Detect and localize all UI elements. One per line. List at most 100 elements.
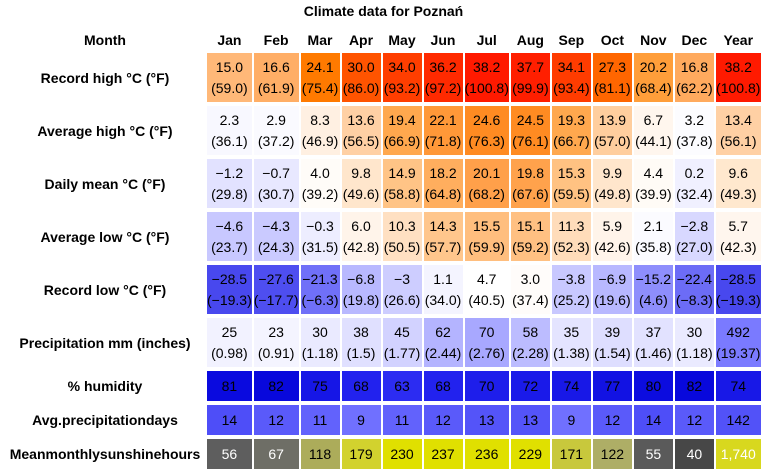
cell-value: 37.7 xyxy=(516,58,544,75)
cell-value-fahrenheit-or-inches: (1.18) xyxy=(676,344,713,361)
cell-value-fahrenheit-or-inches: (26.6) xyxy=(383,291,421,308)
cell-value-fahrenheit-or-inches: (25.2) xyxy=(553,291,590,308)
cell-value-fahrenheit-or-inches: (−19.3) xyxy=(715,291,761,308)
cell-value: 11.3 xyxy=(558,217,585,234)
cell-humidity-jun: 68 xyxy=(423,371,463,401)
cell-value: 3.2 xyxy=(684,111,705,128)
cell-average-low-mar: −0.3 (31.5) xyxy=(300,212,340,261)
cell-sunshine-hours-may: 230 xyxy=(382,439,422,469)
month-col-may: May xyxy=(388,32,416,48)
cell-record-low-sep: −3.8 (25.2) xyxy=(551,265,591,314)
cell-value-fahrenheit-or-inches: (42.3) xyxy=(719,238,757,255)
cell-value: 67 xyxy=(268,445,284,462)
cell-daily-mean-apr: 9.8 (49.6) xyxy=(341,159,381,208)
cell-value: 11 xyxy=(312,411,328,428)
cell-value: 13 xyxy=(522,411,539,428)
cell-average-high-jul: 24.6 (76.3) xyxy=(464,106,509,155)
cell-record-low-nov: −15.2 (4.6) xyxy=(633,265,673,314)
cell-daily-mean-mar: 4.0 (39.2) xyxy=(300,159,340,208)
cell-value: 9 xyxy=(357,411,365,428)
cell-value: −6.8 xyxy=(347,270,375,287)
cell-value-fahrenheit-or-inches: (75.4) xyxy=(301,79,339,96)
cell-value-fahrenheit-or-inches: (19.37) xyxy=(716,344,761,361)
cell-value-fahrenheit-or-inches: (59.5) xyxy=(553,185,590,202)
cell-value-fahrenheit-or-inches: (59.9) xyxy=(468,238,505,255)
cell-value-fahrenheit-or-inches: (1.54) xyxy=(594,344,631,361)
cell-value-fahrenheit-or-inches: (46.9) xyxy=(301,132,339,149)
cell-value: 25 xyxy=(221,323,238,340)
cell-value-fahrenheit-or-inches: (1.18) xyxy=(301,344,339,361)
cell-value: 30 xyxy=(312,323,328,340)
cell-humidity-dec: 82 xyxy=(674,371,714,401)
cell-value: 22.1 xyxy=(429,111,457,128)
cell-value-fahrenheit-or-inches: (100.8) xyxy=(716,79,761,96)
cell-value: 16.8 xyxy=(680,58,708,75)
cell-record-low-jul: 4.7 (40.5) xyxy=(464,265,509,314)
cell-sunshine-hours-dec: 40 xyxy=(674,439,714,469)
cell-average-high-nov: 6.7 (44.1) xyxy=(633,106,673,155)
cell-average-low-feb: −4.3 (24.3) xyxy=(253,212,299,261)
cell-value: 6.0 xyxy=(351,217,371,234)
row-label: % humidity xyxy=(67,378,143,394)
cell-value: 74 xyxy=(563,377,580,394)
cell-precipitation-apr: 38 (1.5) xyxy=(341,318,381,367)
cell-average-high-mar: 8.3 (46.9) xyxy=(300,106,340,155)
cell-sunshine-hours-apr: 179 xyxy=(341,439,381,469)
cell-average-high-jun: 22.1 (71.8) xyxy=(423,106,463,155)
cell-value: 179 xyxy=(349,445,373,462)
cell-value: −27.6 xyxy=(258,270,294,287)
cell-value: 38.2 xyxy=(473,58,501,75)
cell-value-fahrenheit-or-inches: (62.2) xyxy=(676,79,713,96)
cell-value: −28.5 xyxy=(211,270,248,287)
cell-value: 9.6 xyxy=(728,164,748,181)
cell-record-low-aug: 3.0 (37.4) xyxy=(510,265,550,314)
row-daily-mean: Daily mean °C (°F) −1.2 (29.8) −0.7 (30.7) 4.… xyxy=(5,159,761,208)
cell-value-fahrenheit-or-inches: (59.2) xyxy=(512,238,549,255)
cell-value: 45 xyxy=(394,323,410,340)
month-col-dec: Dec xyxy=(681,32,708,48)
cell-record-low-apr: −6.8 (19.8) xyxy=(341,265,381,314)
cell-value-fahrenheit-or-inches: (100.8) xyxy=(464,79,509,96)
cell-value: 13 xyxy=(478,411,495,428)
cell-value: 72 xyxy=(522,377,539,394)
cell-record-high-aug: 37.7 (99.9) xyxy=(510,53,550,102)
cell-record-low-oct: −6.9 (19.6) xyxy=(592,265,632,314)
cell-precip-days-jan: 14 xyxy=(207,405,252,435)
cell-average-low-dec: −2.8 (27.0) xyxy=(674,212,714,261)
cell-value: 1,740 xyxy=(720,445,756,462)
cell-precip-days-jun: 12 xyxy=(423,405,463,435)
cell-value-fahrenheit-or-inches: (2.76) xyxy=(468,344,505,361)
cell-value: 68 xyxy=(435,377,451,394)
cell-daily-mean-jan: −1.2 (29.8) xyxy=(207,159,252,208)
cell-value-fahrenheit-or-inches: (99.9) xyxy=(512,79,549,96)
cell-precip-days-year: 142 xyxy=(715,405,761,435)
cell-value: 14.3 xyxy=(429,217,457,234)
cell-value-fahrenheit-or-inches: (57.0) xyxy=(594,132,631,149)
cell-value: −4.3 xyxy=(262,217,290,234)
cell-value: 171 xyxy=(559,445,584,462)
cell-record-low-year: −28.5 (−19.3) xyxy=(715,265,761,314)
cell-value: 8.3 xyxy=(310,111,330,128)
cell-average-high-feb: 2.9 (37.2) xyxy=(253,106,299,155)
cell-value: 39 xyxy=(604,323,621,340)
cell-value: 63 xyxy=(394,377,410,394)
cell-record-high-nov: 20.2 (68.4) xyxy=(633,53,673,102)
cell-average-high-oct: 13.9 (57.0) xyxy=(592,106,632,155)
cell-humidity-feb: 82 xyxy=(253,371,299,401)
cell-value-fahrenheit-or-inches: (66.7) xyxy=(553,132,590,149)
cell-value: 19.4 xyxy=(388,111,416,128)
cell-value: 30 xyxy=(686,323,703,340)
cell-value: 68 xyxy=(353,377,369,394)
cell-humidity-apr: 68 xyxy=(341,371,381,401)
climate-table: Month Jan Feb Mar Apr May Jun Jul Aug Se… xyxy=(3,27,763,469)
row-record-low: Record low °C (°F) −28.5 (−19.3) −27.6 (−17.… xyxy=(5,265,761,314)
cell-value: −0.3 xyxy=(306,217,334,234)
month-col-mar: Mar xyxy=(307,32,333,48)
cell-value: 13.6 xyxy=(347,111,375,128)
cell-daily-mean-may: 14.9 (58.8) xyxy=(382,159,422,208)
cell-value: 12 xyxy=(268,411,284,428)
cell-value-fahrenheit-or-inches: (2.28) xyxy=(512,344,549,361)
cell-value: 82 xyxy=(686,377,703,394)
cell-value-fahrenheit-or-inches: (32.4) xyxy=(676,185,713,202)
cell-humidity-aug: 72 xyxy=(510,371,550,401)
